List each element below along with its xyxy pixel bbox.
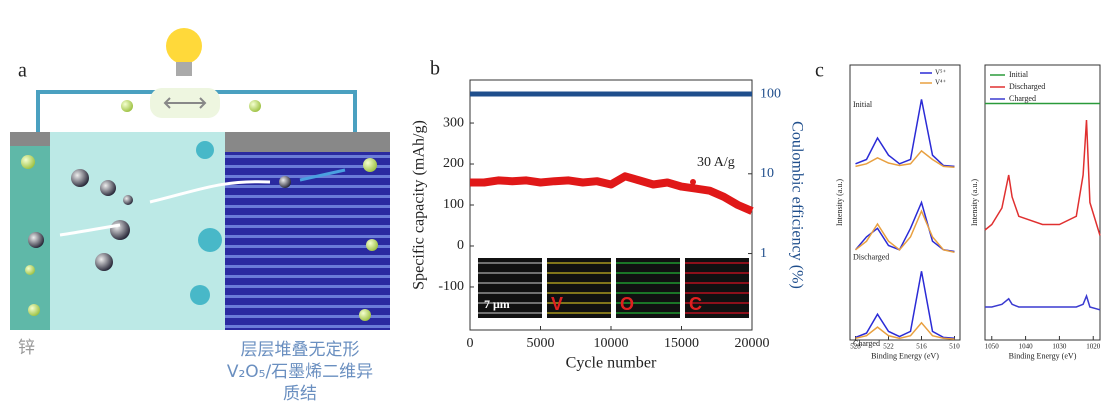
inset-texture xyxy=(616,282,680,284)
legend-label: Initial xyxy=(1009,70,1029,79)
y2-tick-label: 10 xyxy=(760,166,774,181)
series-line xyxy=(855,99,955,168)
inset-texture xyxy=(616,272,680,274)
series-line xyxy=(470,172,754,215)
inset-texture xyxy=(547,292,611,294)
x-tick-label: 10000 xyxy=(594,336,629,351)
y-tick-label: 300 xyxy=(443,115,464,130)
y-axis-label: Specific capacity (mAh/g) xyxy=(411,120,428,290)
x-axis-label: Cycle number xyxy=(566,354,657,371)
x-tick-label: 510 xyxy=(949,343,960,351)
series-line xyxy=(984,119,1101,236)
group-label: Discharged xyxy=(853,252,889,261)
y-tick-label: 200 xyxy=(443,156,464,171)
x-axis-label: Binding Energy (eV) xyxy=(871,352,939,361)
y-axis-label: Intensity (a.u.) xyxy=(970,179,979,226)
panel-label: b xyxy=(430,58,440,80)
series-line xyxy=(855,209,955,254)
series-line xyxy=(855,271,955,340)
inset-map xyxy=(547,258,611,318)
y-axis-label: Intensity (a.u.) xyxy=(835,179,844,226)
panel-label: a xyxy=(18,60,27,82)
x-tick-label: 1020 xyxy=(1086,343,1101,351)
x-tick-label: 522 xyxy=(883,343,894,351)
x-tick-label: 1050 xyxy=(985,343,1000,351)
inset-texture xyxy=(478,292,542,294)
x-tick-label: 528 xyxy=(850,343,861,351)
inset-texture xyxy=(547,302,611,304)
inset-texture xyxy=(547,272,611,274)
inset-texture xyxy=(616,302,680,304)
legend-label: V⁵⁺ xyxy=(935,69,946,77)
series-line xyxy=(985,293,1101,311)
y2-tick-label: 100 xyxy=(760,86,781,101)
x-tick-label: 0 xyxy=(467,336,474,351)
inset-texture xyxy=(685,282,749,284)
cathode-label: 质结 xyxy=(283,384,317,404)
y2-tick-label: 1 xyxy=(760,246,767,261)
inset-texture xyxy=(547,312,611,314)
cathode-label: V₂O₅/石墨烯二维异 xyxy=(227,362,373,382)
x-tick-label: 1040 xyxy=(1019,343,1034,351)
x-axis-label: Binding Energy (eV) xyxy=(1009,352,1077,361)
inset-label: C xyxy=(689,294,702,314)
inset-texture xyxy=(478,302,542,304)
x-tick-label: 5000 xyxy=(527,336,555,351)
y-tick-label: -100 xyxy=(438,279,464,294)
battery-diagram xyxy=(10,28,390,330)
x-tick-label: 15000 xyxy=(664,336,699,351)
x-tick-label: 1030 xyxy=(1052,343,1067,351)
series-line xyxy=(855,321,955,340)
inset-map xyxy=(616,258,680,318)
y-tick-label: 100 xyxy=(443,197,464,212)
inset-texture xyxy=(685,262,749,264)
x-tick-label: 20000 xyxy=(735,336,770,351)
legend-label: V⁴⁺ xyxy=(935,79,946,87)
annotation: 30 A/g xyxy=(697,155,735,170)
plot-frame xyxy=(984,64,1101,341)
inset-texture xyxy=(685,312,749,314)
inset-texture xyxy=(547,282,611,284)
y-tick-label: 0 xyxy=(457,238,464,253)
inset-texture xyxy=(616,262,680,264)
group-label: Charged xyxy=(853,339,880,348)
x-tick-label: 516 xyxy=(916,343,927,351)
inset-label: 7 μm xyxy=(484,297,510,311)
inset-texture xyxy=(616,312,680,314)
y2-axis-label: Coulombic efficiency (%) xyxy=(788,121,805,289)
inset-texture xyxy=(478,272,542,274)
inset-texture xyxy=(685,302,749,304)
plot-frame xyxy=(849,64,961,341)
cathode-label: 层层堆叠无定形 xyxy=(241,340,360,360)
group-label: Initial xyxy=(853,100,873,109)
inset-map xyxy=(685,258,749,318)
legend-label: Charged xyxy=(1009,94,1036,103)
inset-texture xyxy=(478,312,542,314)
annotation-dot xyxy=(690,179,696,185)
inset-texture xyxy=(685,272,749,274)
inset-texture xyxy=(478,262,542,264)
inset-map xyxy=(478,258,542,318)
inset-texture xyxy=(616,292,680,294)
legend-label: Discharged xyxy=(1009,82,1045,91)
inset-label: O xyxy=(620,294,634,314)
inset-texture xyxy=(685,292,749,294)
inset-label: V xyxy=(551,294,563,314)
inset-texture xyxy=(478,282,542,284)
anode-label: 锌 xyxy=(18,338,35,358)
inset-texture xyxy=(547,262,611,264)
series-line xyxy=(855,149,955,169)
panel-label: c xyxy=(815,60,824,82)
